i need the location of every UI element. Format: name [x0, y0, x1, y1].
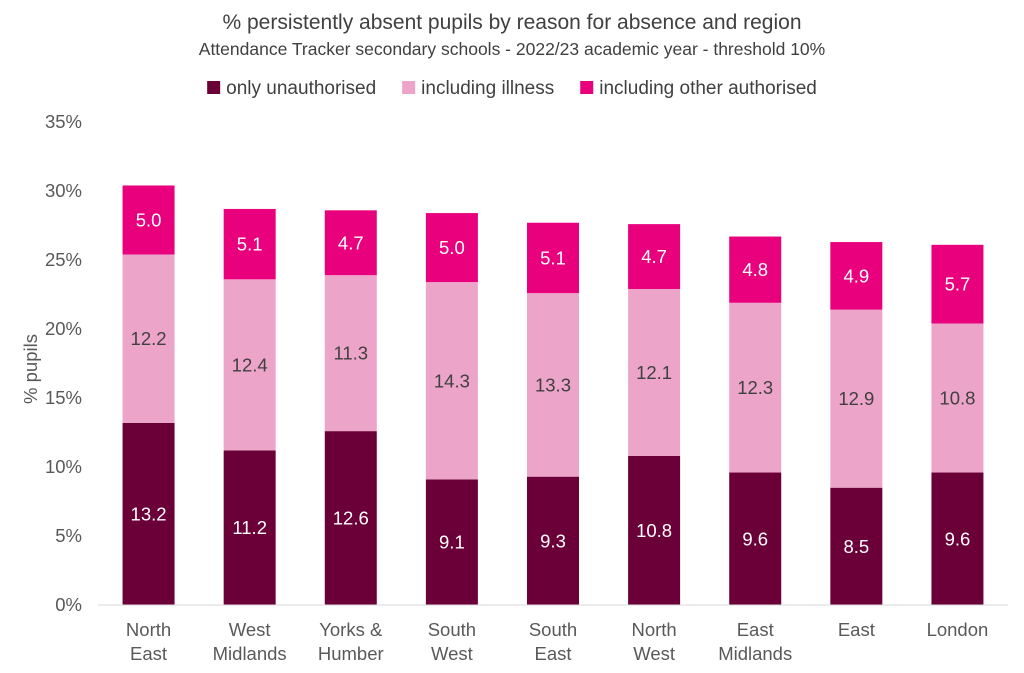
y-axis-ticks: 0% 5% 10% 15% 20% 25% 30% 35%: [45, 111, 82, 615]
legend-item: only unauthorised: [207, 78, 376, 99]
y-tick-label: 10%: [45, 456, 82, 477]
x-category-label: South West: [428, 619, 476, 664]
bar-segment: [931, 244, 984, 324]
bar-segment: [122, 185, 175, 255]
data-label: 5.7: [945, 274, 971, 295]
legend-swatch: [402, 81, 416, 94]
legend-swatch: [207, 81, 221, 94]
bar-segment: [729, 472, 782, 605]
data-label: 13.2: [131, 503, 167, 524]
data-label: 4.9: [843, 265, 869, 286]
data-label: 12.4: [232, 354, 268, 375]
chart-title: % persistently absent pupils by reason f…: [222, 11, 801, 34]
legend-swatch: [580, 81, 594, 94]
bar-segment: [425, 282, 478, 480]
bar-segment: [931, 323, 984, 473]
legend-item: including illness: [402, 78, 554, 99]
data-label: 8.5: [843, 536, 869, 557]
bar-segment: [729, 236, 782, 303]
data-label: 12.1: [636, 362, 672, 383]
bar-segment: [729, 302, 782, 473]
bar-segment: [830, 242, 883, 310]
x-category-label: West Midlands: [213, 619, 287, 664]
bar-segment: [324, 210, 377, 276]
y-tick-label: 30%: [45, 180, 82, 201]
bar-segment: [830, 487, 883, 605]
bar-segment: [425, 213, 478, 283]
data-label: 13.3: [535, 374, 571, 395]
bar-segment: [527, 476, 579, 605]
chart-subtitle: Attendance Tracker secondary schools - 2…: [199, 39, 825, 59]
bar-segment: [527, 293, 579, 477]
bar-segment: [830, 309, 883, 488]
data-label: 9.6: [742, 528, 768, 549]
data-label: 4.7: [338, 232, 364, 253]
data-label: 12.3: [737, 377, 773, 398]
y-tick-label: 20%: [45, 318, 82, 339]
data-label: 12.2: [131, 328, 167, 349]
data-label: 9.1: [439, 532, 465, 553]
bar-segment: [324, 431, 377, 605]
bar-segment: [628, 224, 681, 289]
data-label: 11.3: [333, 343, 368, 364]
x-category-label: Yorks & Humber: [318, 619, 384, 664]
legend-item: including other authorised: [580, 78, 817, 99]
data-label: 14.3: [434, 370, 470, 391]
y-tick-label: 0%: [55, 594, 82, 615]
bar-segment: [628, 288, 681, 456]
data-label: 4.8: [742, 259, 768, 280]
data-label: 12.9: [838, 388, 874, 409]
data-label: 5.0: [136, 209, 162, 230]
x-axis-categories: North East West Midlands Yorks & Humber South W…: [126, 619, 988, 664]
legend-label: including other authorised: [599, 78, 817, 99]
y-tick-label: 25%: [45, 249, 82, 270]
bar-segment: [324, 275, 377, 432]
y-tick-label: 15%: [45, 387, 82, 408]
data-label: 4.7: [641, 246, 667, 267]
bar-segment: [122, 254, 175, 423]
data-label: 10.8: [636, 520, 672, 541]
data-label: 5.1: [237, 234, 263, 255]
legend: only unauthorised including illness includ…: [207, 78, 817, 99]
x-category-label: London: [927, 619, 989, 640]
legend-label: only unauthorised: [226, 78, 376, 99]
x-category-label: North West: [631, 619, 676, 664]
bar-segment: [223, 450, 276, 605]
bar-segment: [122, 422, 175, 605]
y-tick-label: 5%: [55, 525, 82, 546]
x-category-label: North East: [126, 619, 171, 664]
y-tick-label: 35%: [45, 111, 82, 132]
x-category-label: East: [838, 619, 875, 640]
bars: 13.2 12.2 5.0 11.2 12.4 5.1 12.6 11.3 4.7 9.1 14.3…: [122, 185, 984, 605]
y-axis-label: % pupils: [20, 334, 41, 404]
x-category-label: South East: [529, 619, 577, 664]
bar-segment: [223, 208, 276, 280]
bar-segment: [527, 222, 579, 294]
data-label: 5.1: [540, 247, 566, 268]
data-label: 10.8: [939, 388, 975, 409]
bar-segment: [931, 472, 984, 605]
data-label: 5.0: [439, 237, 465, 258]
data-label: 12.6: [333, 508, 369, 529]
bar-segment: [628, 455, 681, 605]
data-label: 9.3: [540, 530, 566, 551]
legend-label: including illness: [421, 78, 554, 99]
bar-segment: [425, 479, 478, 605]
data-label: 9.6: [945, 528, 971, 549]
data-label: 11.2: [232, 517, 267, 538]
x-category-label: East Midlands: [718, 619, 792, 664]
bar-segment: [223, 279, 276, 451]
